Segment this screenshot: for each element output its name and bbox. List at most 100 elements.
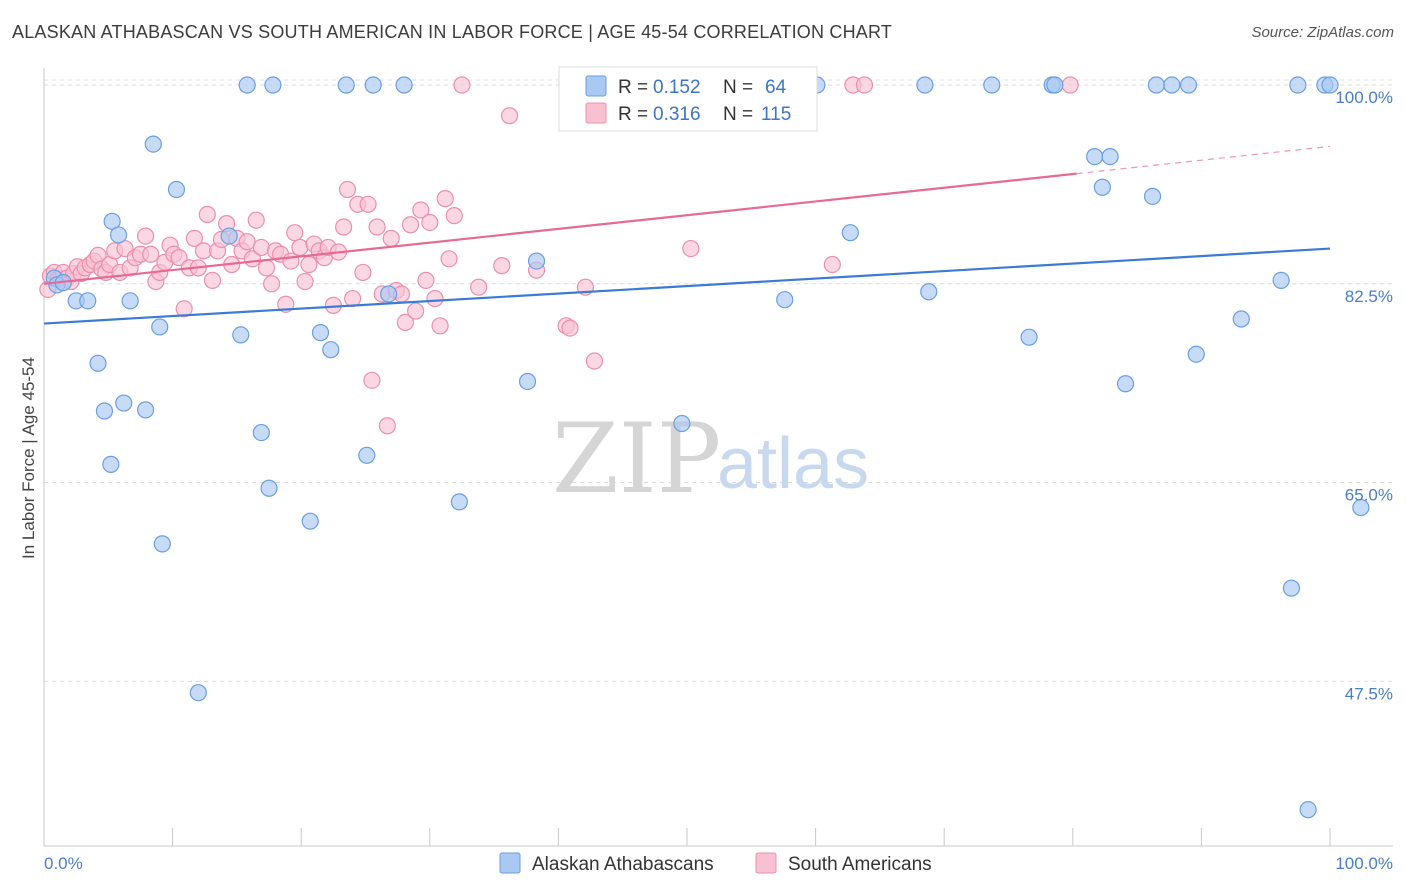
alaskan-athabascans-point [144, 135, 162, 153]
alaskan-athabascans-point [1163, 76, 1181, 94]
south-americans-point [247, 211, 265, 229]
trend-lines [43, 145, 1331, 325]
south-americans-point [561, 319, 579, 337]
trend-line-south-americans [43, 172, 1077, 285]
legend-bottom-label-blue: Alaskan Athabascans [532, 854, 714, 875]
south-americans-point [263, 275, 281, 293]
south-americans-point [282, 252, 300, 270]
chart-title: ALASKAN ATHABASCAN VS SOUTH AMERICAN IN … [12, 22, 893, 42]
alaskan-athabascans-point [450, 493, 468, 511]
south-americans-point [445, 207, 463, 225]
alaskan-athabascans-point [337, 76, 355, 94]
watermark-zip: ZIP [552, 403, 721, 515]
alaskan-athabascans-point [301, 512, 319, 530]
alaskan-athabascans-point [1272, 271, 1290, 289]
alaskan-athabascans-point [1232, 310, 1250, 328]
south-americans-point [470, 278, 488, 296]
svg-text:64: 64 [765, 77, 787, 98]
south-americans-point [823, 255, 841, 274]
alaskan-athabascans-point [1352, 498, 1370, 517]
alaskan-athabascans-point [189, 684, 207, 702]
south-americans-point [453, 76, 471, 94]
series-alaskan-athabascans [45, 76, 1370, 819]
trend-line-alaskan-athabascans [43, 247, 1331, 325]
alaskan-athabascans-point [232, 326, 250, 344]
alaskan-athabascans-point [167, 180, 186, 199]
south-americans-point [363, 371, 381, 389]
alaskan-athabascans-point [1321, 76, 1339, 94]
alaskan-athabascans-point [121, 292, 139, 310]
south-americans-point [354, 263, 372, 282]
alaskan-athabascans-point [1093, 178, 1111, 196]
alaskan-athabascans-point [1101, 147, 1119, 166]
alaskan-athabascans-point [1282, 579, 1301, 597]
alaskan-athabascans-point [95, 402, 114, 420]
south-americans-point [585, 352, 604, 370]
south-americans-point [136, 227, 155, 245]
south-americans-point [401, 216, 420, 234]
svg-text:0.152: 0.152 [653, 77, 701, 98]
svg-text:0.316: 0.316 [653, 104, 701, 125]
south-americans-point [396, 313, 414, 332]
alaskan-athabascans-point [527, 252, 546, 270]
south-americans-point [359, 195, 377, 213]
gridlines [44, 79, 1393, 682]
svg-text:R =: R = [618, 104, 648, 125]
legend-swatch-pink [585, 102, 607, 124]
south-americans-point [436, 190, 454, 208]
legend-bottom-swatch-blue [499, 852, 521, 874]
y-tick-label-3: 100.0% [1335, 88, 1393, 107]
south-americans-point [335, 218, 353, 236]
south-americans-point [407, 302, 425, 320]
y-axis-label: In Labor Force | Age 45-54 [19, 357, 38, 559]
south-americans-point [170, 249, 188, 267]
trend-line-south-americans-extension [1076, 145, 1331, 175]
south-americans-point [440, 250, 458, 268]
alaskan-athabascans-point [380, 285, 398, 303]
watermark-atlas: atlas [717, 424, 869, 504]
south-americans-point [368, 218, 386, 236]
alaskan-athabascans-point [395, 76, 413, 94]
alaskan-athabascans-point [1147, 76, 1165, 94]
south-americans-point [198, 205, 216, 224]
alaskan-athabascans-point [153, 535, 171, 553]
y-tick-labels: 47.5% 65.0% 82.5% 100.0% [1335, 88, 1393, 703]
south-americans-point [142, 245, 160, 263]
south-americans-point [286, 224, 304, 242]
alaskan-athabascans-point [1179, 76, 1198, 94]
alaskan-athabascans-point [89, 354, 107, 372]
south-americans-point [431, 317, 449, 335]
south-americans-point [338, 180, 357, 199]
svg-text:N =: N = [723, 77, 753, 98]
south-americans-point [257, 259, 276, 277]
alaskan-athabascans-point [79, 292, 97, 310]
south-americans-point [1061, 76, 1079, 94]
svg-text:115: 115 [761, 104, 791, 125]
legend-bottom-label-pink: South Americans [788, 854, 932, 875]
alaskan-athabascans-point [1187, 345, 1205, 363]
alaskan-athabascans-point [1289, 76, 1307, 94]
alaskan-athabascans-point [1299, 801, 1317, 819]
alaskan-athabascans-point [1046, 76, 1064, 94]
south-americans-point [291, 238, 309, 257]
south-americans-point [682, 239, 700, 258]
south-americans-point [500, 107, 519, 125]
alaskan-athabascans-point [920, 283, 938, 301]
south-americans-point [378, 417, 396, 435]
legend-bottom: Alaskan Athabascans South Americans [499, 852, 932, 875]
south-americans-point [412, 201, 430, 219]
source-label: Source: ZipAtlas.com [1251, 24, 1394, 41]
axes [43, 68, 1393, 847]
alaskan-athabascans-point [220, 227, 238, 245]
south-americans-point [426, 289, 444, 308]
south-americans-point [417, 271, 435, 289]
south-americans-point [421, 213, 439, 232]
alaskan-athabascans-point [260, 479, 278, 497]
south-americans-point [252, 238, 270, 257]
alaskan-athabascans-point [322, 341, 340, 359]
alaskan-athabascans-point [1086, 147, 1104, 166]
alaskan-athabascans-point [1020, 328, 1038, 346]
legend-top: R = 0.152 N = 64 R = 0.316 N = 115 [558, 66, 818, 132]
alaskan-athabascans-point [151, 318, 169, 336]
alaskan-athabascans-point [238, 76, 256, 94]
